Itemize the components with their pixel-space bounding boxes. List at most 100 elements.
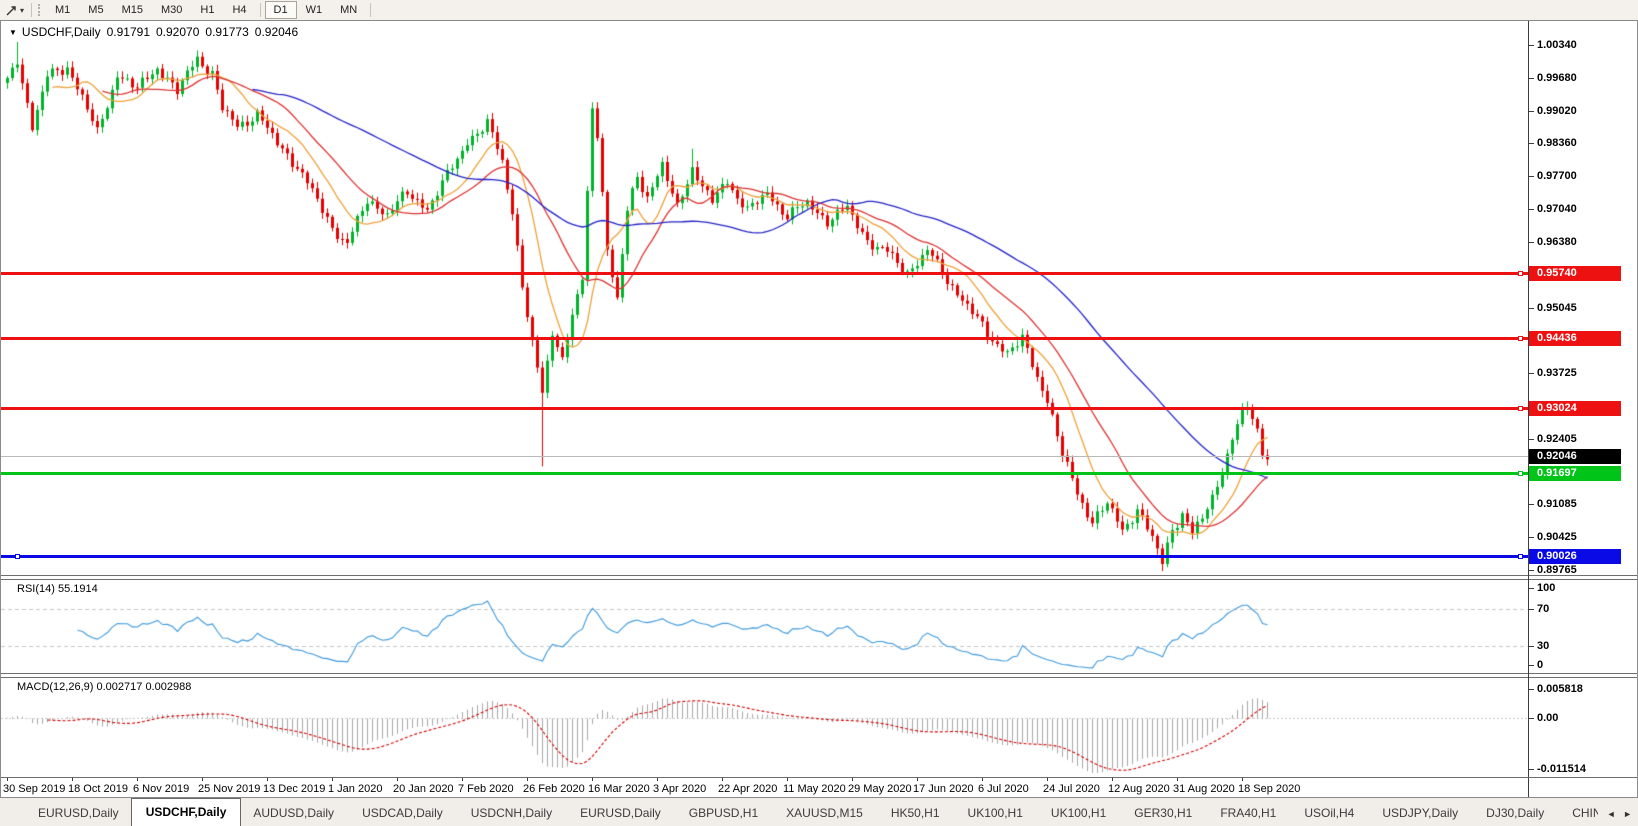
resistance-line[interactable]	[1, 271, 1528, 275]
date-axis-tick	[917, 777, 918, 781]
line-handle[interactable]	[1518, 270, 1523, 276]
date-axis-tick	[7, 777, 8, 781]
price-axis-label: 0.89765	[1537, 563, 1577, 576]
date-axis-label: 29 May 2020	[848, 783, 912, 795]
resistance-line[interactable]	[1, 406, 1528, 410]
chart-tab-usdjpy-daily[interactable]: USDJPY,Daily	[1382, 806, 1459, 820]
chart-tab-hk50-h1[interactable]: HK50,H1	[890, 806, 940, 820]
rsi-axis-label: 70	[1537, 602, 1550, 615]
price-axis-tick	[1529, 208, 1534, 210]
chart-tab-china300-h1[interactable]: CHINA300,H1	[1572, 806, 1598, 820]
chart-tab-usdcnh-daily[interactable]: USDCNH,Daily	[470, 806, 553, 820]
chart-symbol-period: USDCHF,Daily	[21, 25, 101, 39]
chart-tabs: EURUSD,Daily USDCHF,Daily AUDUSD,Daily USDC…	[26, 798, 1598, 826]
chart-tab-bar: EURUSD,Daily USDCHF,Daily AUDUSD,Daily USDC…	[0, 798, 1638, 826]
timeframe-button-w1[interactable]: W1	[305, 4, 323, 16]
chart-tab-eurusd-daily[interactable]: EURUSD,Daily	[38, 806, 119, 820]
date-axis-label: 20 Jan 2020	[393, 783, 454, 795]
chart-tab-usoil-h4[interactable]: USOil,H4	[1304, 806, 1355, 820]
date-axis-label: 3 Apr 2020	[653, 783, 707, 795]
macd-axis-tick	[1529, 717, 1534, 719]
pane-splitter-macd[interactable]	[1, 673, 1637, 678]
chart-tab-usdcad-daily[interactable]: USDCAD,Daily	[362, 806, 443, 820]
support-line[interactable]	[1, 555, 1528, 559]
chart-tab-audusd-daily[interactable]: AUDUSD,Daily	[253, 806, 335, 820]
toolbar-grip[interactable]	[38, 4, 41, 16]
price-axis-label: 0.90425	[1537, 531, 1577, 544]
toolbar-separator	[31, 3, 33, 17]
current-price-line[interactable]	[1, 456, 1528, 458]
price-axis-tick	[1529, 45, 1534, 46]
price-axis-label: 0.93725	[1537, 367, 1577, 380]
price-chart-canvas[interactable]	[1, 21, 1529, 777]
toolbar-dropdown-icon[interactable]: ▾	[20, 5, 25, 15]
price-axis-label: 0.97040	[1537, 202, 1577, 215]
crosshair-tool-icon[interactable]	[3, 3, 19, 18]
price-axis-label: 0.97700	[1537, 170, 1577, 183]
chart-tab-fra40-h1[interactable]: FRA40,H1	[1220, 806, 1277, 820]
chart-tab-uk100-h1[interactable]: UK100,H1	[1050, 806, 1107, 820]
date-axis-label: 13 Dec 2019	[263, 783, 326, 795]
date-axis-tick	[397, 777, 398, 781]
date-axis-tick	[527, 777, 528, 781]
timeframe-button-m5[interactable]: M5	[88, 4, 104, 16]
timeframe-button-m1[interactable]: M1	[55, 4, 71, 16]
macd-axis-tick	[1529, 688, 1534, 690]
date-axis-tick	[592, 777, 593, 781]
support-line[interactable]	[1, 472, 1528, 476]
timeframe-button-d1[interactable]: D1	[264, 1, 297, 19]
chart-dropdown-icon[interactable]: ▼	[9, 28, 17, 37]
date-axis-tick	[137, 777, 138, 781]
chart-overlay: ▼ USDCHF,Daily 0.91791 0.92070 0.91773 0.9204…	[1, 21, 1637, 797]
timeframe-button-h4[interactable]: H4	[232, 4, 247, 16]
tab-scroll-left-icon[interactable]: ◄	[1606, 809, 1616, 819]
chart-tab-gbpusd-h1[interactable]: GBPUSD,H1	[688, 806, 759, 820]
timeframe-button-h1[interactable]: H1	[200, 4, 215, 16]
date-axis-tick	[1242, 777, 1243, 781]
price-axis-label: 0.99020	[1537, 104, 1577, 117]
date-axis-tick	[1112, 777, 1113, 781]
rsi-axis-tick	[1529, 645, 1534, 647]
rsi-axis-tick	[1529, 665, 1534, 666]
date-axis-border	[1, 777, 1637, 778]
timeframe-button-m15[interactable]: M15	[121, 4, 143, 16]
price-axis-label: 0.92405	[1537, 432, 1577, 445]
timeframe-button-m30[interactable]: M30	[160, 4, 183, 16]
chart-tab-usdchf-daily[interactable]: USDCHF,Daily	[130, 798, 242, 826]
macd-axis-label: 0.00	[1537, 711, 1559, 724]
macd-axis-tick	[1529, 769, 1534, 770]
price-axis-tick	[1529, 504, 1534, 506]
date-axis-tick	[1047, 777, 1048, 781]
line-handle[interactable]	[1518, 554, 1523, 560]
price-axis-label: 0.99680	[1537, 71, 1577, 84]
line-handle[interactable]	[15, 554, 20, 560]
chart-tab-ger30-h1[interactable]: GER30,H1	[1134, 806, 1193, 820]
price-axis-tick	[1529, 143, 1534, 145]
rsi-axis-tick	[1529, 608, 1534, 610]
chart-tab-uk100-h1[interactable]: UK100,H1	[967, 806, 1023, 820]
line-handle[interactable]	[1518, 405, 1523, 411]
rsi-axis-label: 0	[1537, 659, 1544, 671]
line-handle[interactable]	[1518, 335, 1523, 341]
price-axis-label: 0.95045	[1537, 301, 1577, 314]
date-axis-label: 31 Aug 2020	[1173, 783, 1235, 795]
price-axis-label: 0.96380	[1537, 235, 1577, 248]
line-handle[interactable]	[1518, 471, 1523, 477]
date-axis-label: 11 May 2020	[783, 783, 846, 795]
price-axis-tick	[1529, 438, 1534, 440]
resistance-line[interactable]	[1, 336, 1528, 340]
pane-splitter-rsi[interactable]	[1, 575, 1637, 580]
price-tag-0.94436: 0.94436	[1529, 330, 1621, 346]
price-axis-label: 1.00340	[1537, 39, 1577, 51]
chart-tab-eurusd-daily[interactable]: EURUSD,Daily	[580, 806, 661, 820]
chart-tab-dj30-daily[interactable]: DJ30,Daily	[1486, 806, 1545, 820]
date-axis-label: 17 Jun 2020	[913, 783, 974, 795]
price-axis-tick	[1529, 537, 1534, 539]
rsi-indicator-label: RSI(14) 55.1914	[17, 583, 98, 595]
date-axis-label: 12 Aug 2020	[1108, 783, 1170, 795]
date-axis-tick	[722, 777, 723, 781]
tab-scroll-right-icon[interactable]: ►	[1623, 809, 1632, 819]
price-axis-line	[1528, 21, 1529, 797]
chart-tab-xauusd-m15[interactable]: XAUUSD,M15	[786, 806, 863, 820]
timeframe-button-mn[interactable]: MN	[340, 4, 358, 16]
